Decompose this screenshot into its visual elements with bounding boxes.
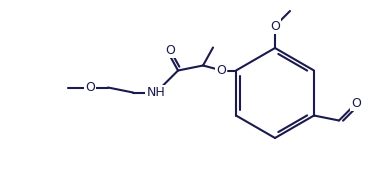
Text: O: O (216, 64, 226, 77)
Text: O: O (165, 44, 175, 57)
Text: O: O (351, 97, 361, 110)
Text: O: O (270, 19, 280, 32)
Text: O: O (85, 81, 95, 94)
Text: NH: NH (147, 86, 165, 99)
